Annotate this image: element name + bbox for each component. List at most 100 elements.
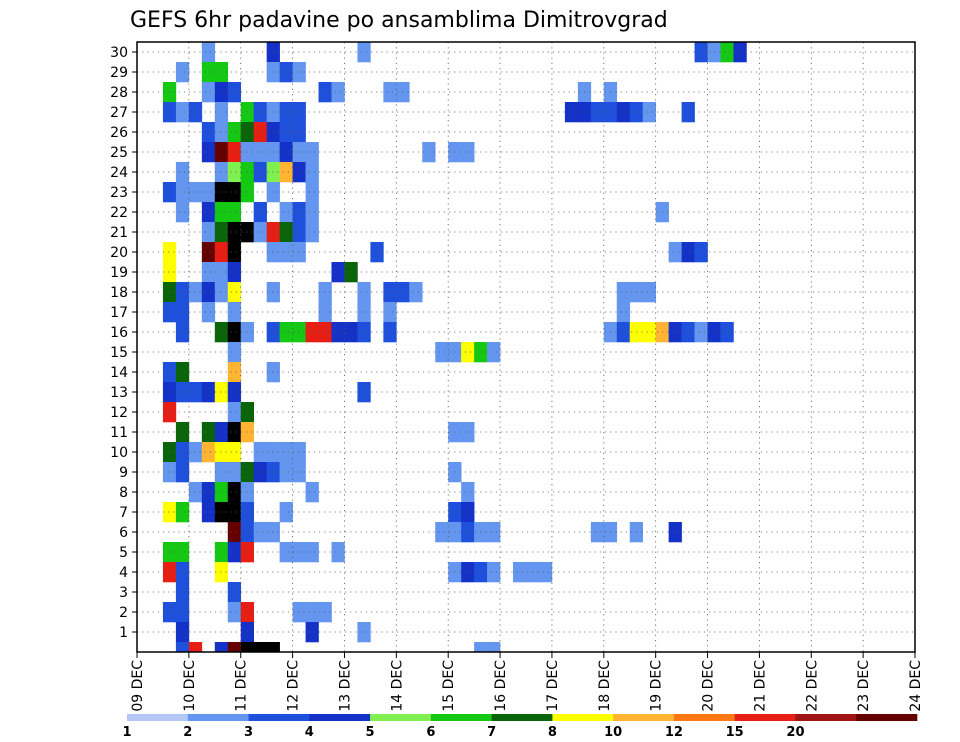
heatmap-cell — [279, 62, 293, 83]
heatmap-cell — [279, 202, 293, 223]
y-tick-label: 5 — [119, 545, 128, 561]
heatmap-cell — [227, 82, 242, 103]
y-tick-label: 14 — [110, 365, 128, 381]
heatmap-cell — [720, 322, 734, 343]
heatmap-cell — [253, 162, 267, 183]
y-tick-label: 13 — [110, 385, 128, 401]
heatmap-cell — [227, 262, 242, 283]
y-tick-label: 10 — [110, 445, 128, 461]
heatmap-cell — [383, 302, 397, 323]
heatmap-cell — [201, 42, 216, 63]
heatmap-cell — [253, 462, 267, 483]
heatmap-cell — [214, 142, 229, 163]
heatmap-cell — [435, 522, 449, 543]
chart-title: GEFS 6hr padavine po ansamblima Dimitrov… — [130, 8, 668, 33]
heatmap-cell — [487, 562, 501, 583]
heatmap-cell — [227, 142, 242, 163]
heatmap-cell — [214, 242, 229, 263]
y-tick-label: 29 — [110, 65, 128, 81]
heatmap-cell — [214, 322, 229, 343]
y-tick-label: 26 — [110, 125, 128, 141]
heatmap-cell — [175, 582, 190, 603]
heatmap-cell — [201, 182, 216, 203]
heatmap-cell — [188, 642, 203, 653]
heatmap-cell — [461, 342, 475, 363]
heatmap-cell — [227, 322, 242, 343]
heatmap-cell — [616, 282, 631, 303]
heatmap-cell — [279, 322, 293, 343]
heatmap-cell — [707, 322, 721, 343]
heatmap-cell — [188, 102, 203, 123]
colorbar-label: 7 — [487, 725, 496, 740]
y-tick-label: 15 — [110, 345, 128, 361]
heatmap-cell — [279, 542, 293, 563]
heatmap-cell — [383, 282, 397, 303]
heatmap-cell — [227, 582, 242, 603]
y-tick-label: 2 — [119, 605, 128, 621]
heatmap-cell — [175, 622, 190, 643]
heatmap-cell — [214, 382, 229, 403]
heatmap-cell — [214, 462, 229, 483]
heatmap-cell — [487, 642, 501, 653]
colorbar-label: 12 — [665, 725, 683, 740]
heatmap-cell — [642, 322, 656, 343]
heatmap-cell — [383, 322, 397, 343]
heatmap-cell — [214, 162, 229, 183]
y-tick-label: 21 — [110, 225, 128, 241]
y-tick-label: 1 — [119, 625, 128, 641]
heatmap-cell — [175, 382, 190, 403]
heatmap-cell — [162, 82, 177, 103]
colorbar-label: 5 — [366, 725, 375, 740]
heatmap-cell — [305, 222, 319, 243]
heatmap-cell — [305, 162, 319, 183]
heatmap-cell — [214, 482, 229, 503]
heatmap-cell — [461, 422, 475, 443]
heatmap-cell — [253, 202, 267, 223]
heatmap-cell — [227, 282, 242, 303]
colorbar-swatch — [248, 714, 310, 721]
heatmap-cell — [175, 542, 190, 563]
heatmap-cell — [214, 562, 229, 583]
heatmap-cell — [616, 322, 631, 343]
colorbar-swatch — [187, 714, 249, 721]
heatmap-cell — [227, 482, 242, 503]
heatmap-cell — [227, 242, 242, 263]
heatmap-cell — [694, 242, 708, 263]
heatmap-cell — [162, 102, 177, 123]
heatmap-cell — [253, 122, 267, 143]
y-tick-label: 7 — [119, 505, 128, 521]
heatmap-cell — [214, 502, 229, 523]
heatmap-cell — [461, 142, 475, 163]
y-tick-label: 23 — [110, 185, 128, 201]
x-tick-label: 13 DEC — [337, 660, 353, 712]
heatmap-cell — [357, 42, 371, 63]
heatmap-cell — [279, 242, 293, 263]
heatmap-cell — [175, 282, 190, 303]
heatmap-cell — [162, 362, 177, 383]
heatmap-cell — [487, 522, 501, 543]
y-tick-label: 30 — [110, 45, 128, 61]
colorbar-swatch — [795, 714, 857, 721]
heatmap-cell — [227, 542, 242, 563]
y-tick-label: 22 — [110, 205, 128, 221]
heatmap-cell — [357, 622, 371, 643]
heatmap-cell — [214, 542, 229, 563]
heatmap-cell — [227, 182, 242, 203]
colorbar-label: 2 — [183, 725, 192, 740]
heatmap-cell — [214, 262, 229, 283]
heatmap-cell — [201, 262, 216, 283]
heatmap-cell — [214, 62, 229, 83]
heatmap-cell — [227, 342, 242, 363]
heatmap-cell — [175, 602, 190, 623]
heatmap-cell — [227, 222, 242, 243]
y-tick-label: 12 — [110, 405, 128, 421]
colorbar-swatch — [491, 714, 553, 721]
heatmap-cell — [305, 482, 319, 503]
heatmap-cell — [331, 322, 345, 343]
heatmap-cell — [175, 322, 190, 343]
plot-frame — [136, 41, 916, 653]
heatmap-cell — [201, 502, 216, 523]
heatmap-cell — [357, 282, 371, 303]
heatmap-cell — [227, 642, 242, 653]
heatmap-cell — [279, 442, 293, 463]
